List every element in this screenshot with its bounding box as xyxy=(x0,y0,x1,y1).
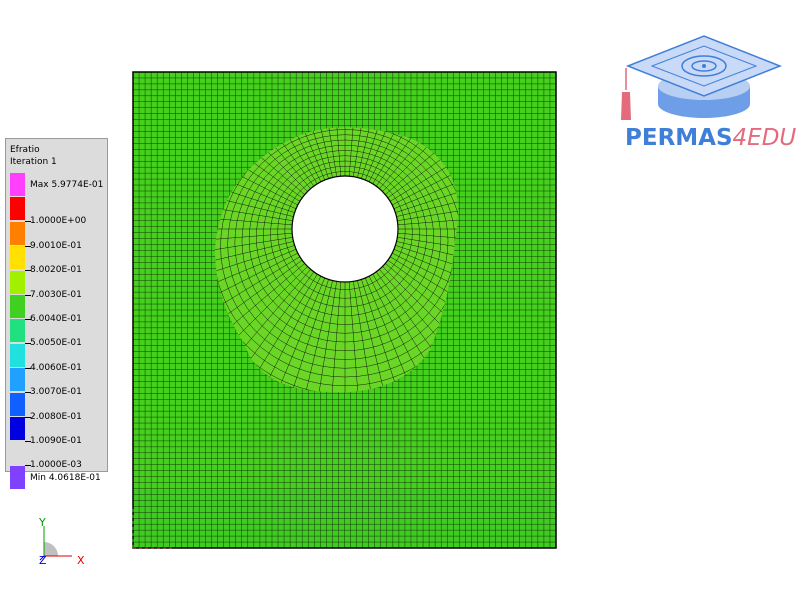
plate-outline xyxy=(132,71,557,549)
legend-tick xyxy=(25,392,31,394)
legend-tick xyxy=(25,343,31,345)
legend-tick xyxy=(25,367,31,369)
permas-logo xyxy=(612,30,792,155)
legend-label: 1.0000E+00 xyxy=(30,216,87,227)
legend-label: Max 5.9774E-01 xyxy=(30,180,104,190)
legend-subtitle: Iteration 1 xyxy=(10,157,57,167)
legend-label: 4.0060E-01 xyxy=(30,362,82,373)
legend-label: 9.0010E-01 xyxy=(30,240,82,251)
legend-label: 5.0050E-01 xyxy=(30,338,82,349)
axis-triad-graphic xyxy=(39,526,72,561)
color-legend: Efratio Iteration 1 Max 5.9774E-01 1.0000… xyxy=(5,138,108,489)
legend-label: 6.0040E-01 xyxy=(30,314,82,324)
legend-tick xyxy=(25,294,31,296)
legend-label: 3.0070E-01 xyxy=(30,387,82,398)
z-axis-label: Z xyxy=(39,554,47,567)
legend-swatch xyxy=(10,295,25,318)
logo-brand: PERMAS xyxy=(625,125,733,151)
plate-hole xyxy=(291,175,399,283)
legend-swatch xyxy=(10,246,25,270)
legend-label: 2.0080E-01 xyxy=(30,411,82,422)
legend-tick xyxy=(25,270,31,272)
legend-swatch xyxy=(10,197,25,221)
graduation-cap-icon xyxy=(621,35,783,120)
logo-wordmark: PERMAS4EDU xyxy=(625,125,796,151)
z-axis-line xyxy=(39,555,45,561)
legend-title: Efratio xyxy=(10,145,40,155)
legend-label: Min 4.0618E-01 xyxy=(30,472,101,483)
legend-swatch xyxy=(10,270,25,294)
y-axis-label: Y xyxy=(39,516,46,529)
legend-swatch xyxy=(10,465,25,489)
triad-quadrant xyxy=(44,542,58,556)
legend-swatch xyxy=(10,417,25,440)
legend-tick xyxy=(25,416,31,418)
legend-swatch xyxy=(10,392,25,416)
legend-tick xyxy=(25,245,31,247)
axis-triad: Y Z X xyxy=(30,512,100,572)
legend-swatch xyxy=(10,343,25,367)
legend-swatch xyxy=(10,319,25,343)
logo-suffix: 4EDU xyxy=(732,125,797,151)
x-axis-label: X xyxy=(77,554,85,567)
legend-tick xyxy=(25,465,31,467)
legend-label: 7.0030E-01 xyxy=(30,289,82,300)
legend-tick xyxy=(25,319,31,320)
legend-label: 1.0090E-01 xyxy=(30,436,82,446)
legend-swatch xyxy=(10,221,25,245)
legend-label: 1.0000E-03 xyxy=(30,460,82,471)
legend-tick xyxy=(25,221,31,223)
legend-swatch xyxy=(10,173,25,196)
legend-tick xyxy=(25,441,31,442)
legend-label: 8.0020E-01 xyxy=(30,265,82,276)
legend-swatch xyxy=(10,368,25,392)
